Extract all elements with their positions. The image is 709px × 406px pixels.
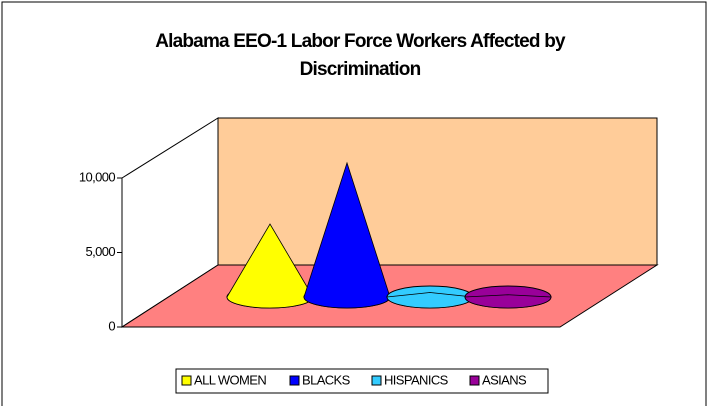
legend-box: [175, 368, 549, 394]
chart-title: Alabama EEO-1 Labor Force Workers Affect…: [155, 31, 565, 80]
legend-label: ALL WOMEN: [194, 372, 266, 387]
y-tick-label: 5,000: [85, 244, 115, 259]
y-tick-label: 10,000: [79, 169, 116, 184]
cone: [464, 294, 552, 309]
legend-label: HISPANICS: [384, 372, 449, 387]
back-wall: [217, 117, 658, 266]
legend-swatch: [289, 375, 300, 386]
legend-swatch: [181, 375, 192, 386]
legend-label: ASIANS: [482, 372, 527, 387]
y-tick-label: 0: [108, 318, 115, 333]
legend-label: BLACKS: [302, 372, 351, 387]
legend-swatch: [371, 375, 382, 386]
legend-swatch: [469, 375, 480, 386]
